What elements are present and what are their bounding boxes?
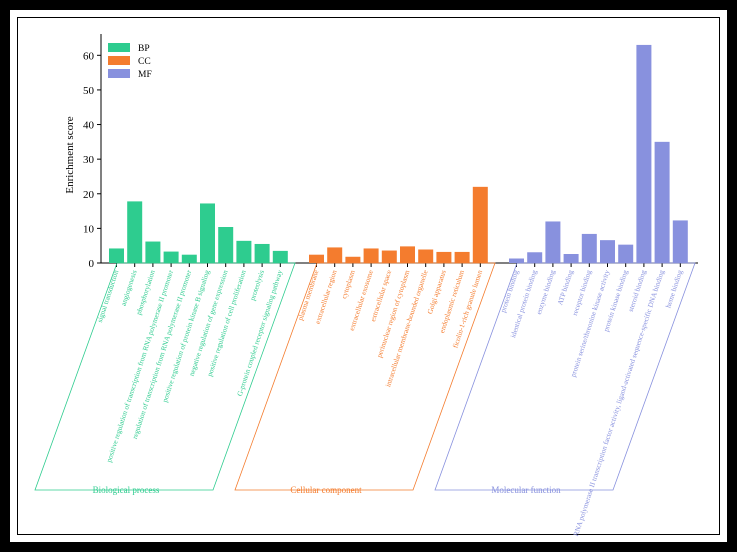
group-label: Molecular function	[491, 485, 561, 495]
category-label: RNA polymerase II transcription factor a…	[572, 269, 666, 538]
y-tick-label: 10	[83, 223, 95, 235]
bar-cc	[363, 248, 379, 263]
bar-bp	[145, 241, 161, 263]
group-label: Biological process	[93, 485, 160, 495]
inner-frame-line	[17, 17, 720, 535]
bar-mf	[563, 254, 579, 263]
bar-mf	[636, 44, 652, 263]
bar-mf	[545, 221, 561, 263]
bar-cc	[454, 251, 470, 263]
bar-cc	[381, 250, 397, 263]
bar-cc	[436, 251, 452, 263]
bar-mf	[600, 240, 615, 263]
y-tick-label: 0	[89, 258, 95, 270]
legend-label: MF	[138, 70, 152, 80]
bar-cc	[327, 247, 343, 263]
legend-swatch-bp	[108, 43, 130, 52]
category-label: Golgi apparatus	[426, 269, 448, 315]
bar-mf	[509, 258, 524, 263]
y-tick-label: 60	[83, 50, 95, 62]
y-tick-label: 30	[83, 154, 95, 166]
category-label: ATP binding	[556, 269, 575, 306]
group-box-mf	[434, 262, 696, 491]
group-label: Cellular component	[290, 485, 362, 495]
y-tick-label: 50	[83, 85, 95, 97]
bar-cc	[418, 249, 434, 263]
bar-cc	[309, 254, 324, 263]
y-tick-label: 20	[83, 189, 95, 201]
bar-bp	[200, 203, 215, 263]
y-axis-title: Enrichment score	[64, 116, 76, 193]
y-tick-label: 40	[83, 120, 95, 132]
axes: 0 10 20 30 40 50 60	[83, 34, 698, 270]
bar-mf	[654, 141, 670, 263]
legend-swatch-mf	[108, 69, 130, 78]
legend-label: BP	[138, 44, 150, 54]
legend-label: CC	[138, 57, 151, 67]
bar-bp	[272, 250, 288, 263]
bar-mf	[581, 233, 597, 263]
bar-bp	[109, 248, 124, 263]
bars	[109, 44, 688, 267]
bar-bp	[218, 227, 234, 263]
category-label: angiogenesis	[120, 269, 139, 307]
bar-mf	[618, 244, 634, 263]
legend-swatch-cc	[108, 56, 130, 65]
bar-bp	[181, 254, 197, 263]
bar-bp	[127, 201, 143, 263]
category-label: protein binding	[499, 269, 520, 314]
category-label: cytoplasm	[340, 269, 357, 300]
bar-bp	[163, 251, 179, 263]
bar-bp	[254, 243, 270, 263]
category-label: steroid binding	[627, 269, 648, 313]
legend: BP CC MF	[108, 43, 152, 80]
category-label: signal transduction	[96, 269, 121, 324]
bar-bp	[236, 240, 252, 263]
bar-cc	[400, 246, 415, 263]
category-label: enzyme binding	[535, 269, 557, 316]
bar-mf	[527, 252, 543, 263]
group-boxes: Biological process Cellular component Mole…	[34, 262, 696, 495]
bar-mf	[672, 220, 688, 263]
category-label: heme binding	[664, 269, 684, 309]
bar-cc	[472, 186, 488, 263]
category-label: proteolysis	[249, 269, 266, 302]
group-box-cc	[234, 262, 496, 491]
category-labels: signal transduction angiogenesisphosphory…	[96, 269, 684, 538]
bar-cc	[345, 256, 361, 263]
group-box-bp	[34, 262, 296, 491]
